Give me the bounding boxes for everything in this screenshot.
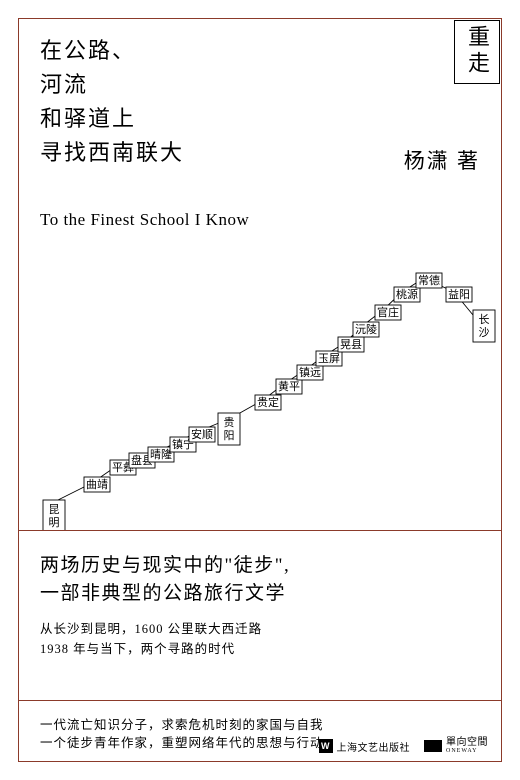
waypoint-label: 沅陵: [355, 323, 377, 336]
waypoint-label: 晃县: [340, 338, 362, 351]
publisher-1-icon: W: [319, 739, 333, 753]
waypoint-label: 桃源: [396, 287, 418, 301]
frame-bottom: [18, 761, 502, 762]
chinese-title: 在公路、 河流 和驿道上 寻找西南联大: [40, 34, 184, 170]
author-name: 杨潇 著: [404, 145, 480, 175]
waypoint-label: 玉屏: [318, 352, 340, 365]
title-line-4: 寻找西南联大: [40, 136, 184, 170]
publisher-row: W 上海文艺出版社 單向空間 ONEWAY: [319, 738, 489, 754]
vertical-title-badge: 重走: [454, 20, 500, 84]
detail-line-3: 一代流亡知识分子，求索危机时刻的家国与自我: [40, 714, 324, 733]
waypoint-label: 镇远: [299, 365, 321, 379]
waypoint-label: 阳: [224, 429, 235, 442]
waypoint-label: 贵: [224, 416, 235, 429]
waypoints-group: 昆明曲靖平彝盘县晴隆镇宁安顺贵阳贵定黄平镇远玉屏晃县沅陵官庄桃源常德益阳长沙: [43, 273, 495, 530]
waypoint-label: 黄平: [278, 379, 300, 393]
route-diagram: 昆明曲靖平彝盘县晴隆镇宁安顺贵阳贵定黄平镇远玉屏晃县沅陵官庄桃源常德益阳长沙: [18, 225, 502, 530]
title-line-2: 河流: [40, 68, 184, 102]
divider-2: [18, 700, 502, 701]
waypoint-label: 明: [49, 516, 60, 529]
detail-line-4: 一个徒步青年作家，重塑网络年代的思想与行动: [40, 732, 324, 751]
waypoint-label: 曲靖: [86, 478, 108, 491]
publisher-1: W 上海文艺出版社: [319, 739, 411, 754]
detail-line-2: 1938 年与当下，两个寻路的时代: [40, 638, 235, 657]
tagline-2: 一部非典型的公路旅行文学: [40, 578, 286, 605]
title-line-1: 在公路、: [40, 34, 184, 68]
tagline-1: 两场历史与现实中的"徒步",: [40, 550, 290, 577]
waypoint-label: 官庄: [377, 305, 399, 319]
publisher-2-name: 單向空間: [446, 738, 488, 748]
divider-1: [18, 530, 502, 531]
waypoint-label: 长: [479, 313, 490, 326]
waypoint-label: 贵定: [257, 395, 279, 409]
publisher-2: 單向空間 ONEWAY: [424, 738, 488, 754]
waypoint-label: 晴隆: [150, 447, 172, 461]
waypoint-label: 安顺: [191, 427, 213, 441]
publisher-1-name: 上海文艺出版社: [337, 739, 411, 754]
detail-line-1: 从长沙到昆明，1600 公里联大西迁路: [40, 618, 262, 637]
title-line-3: 和驿道上: [40, 102, 184, 136]
publisher-2-icon: [424, 740, 442, 752]
waypoint-label: 沙: [479, 326, 490, 339]
waypoint-label: 昆: [49, 503, 60, 516]
publisher-2-sub: ONEWAY: [446, 748, 488, 754]
waypoint-label: 常德: [418, 273, 440, 287]
waypoint-label: 益阳: [448, 287, 470, 301]
frame-top: [18, 18, 502, 19]
